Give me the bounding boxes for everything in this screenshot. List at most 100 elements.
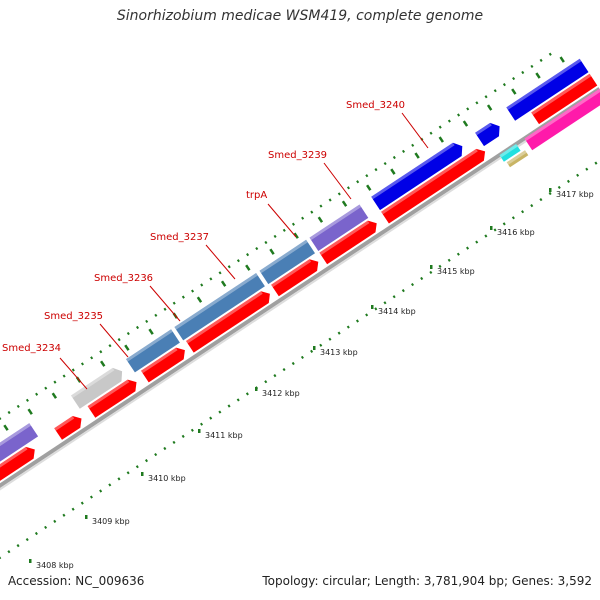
kbp-tick-mark (313, 346, 316, 350)
gene-steel-2[interactable] (174, 273, 265, 341)
gene-steel-3-bevel (259, 239, 308, 274)
cds-red-5[interactable] (186, 291, 270, 353)
cds-red-3-bevel (87, 379, 130, 409)
backbone (0, 87, 600, 522)
kbp-tick-label: 3417 kbp (556, 190, 594, 199)
cds-red-1[interactable] (0, 446, 35, 500)
cds-red-2-bevel (54, 416, 75, 431)
major-tick (366, 184, 372, 191)
cds-red-4[interactable] (141, 347, 185, 383)
cds-red-6[interactable] (271, 259, 319, 297)
major-tick (535, 72, 541, 79)
major-tick (196, 296, 203, 303)
kbp-tick-label: 3409 kbp (92, 517, 130, 526)
gene-label[interactable]: Smed_3236 (94, 273, 153, 284)
major-tick (148, 328, 154, 335)
kbp-tick-mark (430, 265, 433, 269)
gene-steel-1[interactable] (126, 329, 180, 373)
gene-blue-right-b-bevel (506, 58, 582, 110)
gene-label[interactable]: Smed_3234 (2, 343, 61, 354)
kbp-tick-mark (198, 429, 201, 433)
gene-label[interactable]: Smed_3237 (150, 232, 209, 243)
kbp-tick-label: 3415 kbp (437, 267, 475, 276)
cds-red-7-bevel (319, 220, 370, 256)
gene-label-leader (59, 357, 88, 390)
gene-steel-3[interactable] (259, 239, 316, 285)
cds-red-4-bevel (141, 347, 178, 374)
kbp-tick-label: 3413 kbp (320, 348, 358, 357)
kbp-tick-mark (29, 559, 32, 563)
gene-steel-2-bevel (174, 273, 258, 330)
kbp-tick-mark (85, 515, 88, 519)
gene-label-leader (267, 203, 297, 238)
gene-magenta-right-bevel (524, 88, 600, 141)
major-tick (293, 232, 299, 239)
gene-label[interactable]: Smed_3235 (44, 311, 103, 322)
major-tick (27, 408, 33, 415)
major-tick (3, 424, 9, 431)
gene-steel-1-bevel (126, 329, 173, 362)
cds-red-7[interactable] (319, 220, 377, 265)
gene-purple-2-bevel (309, 204, 362, 241)
gene-blue-right-a-bevel (475, 122, 492, 136)
kbp-tick-mark (255, 387, 258, 391)
accession-text: Accession: NC_009636 (8, 574, 145, 588)
major-tick (559, 56, 565, 63)
major-tick (220, 280, 227, 287)
gene-blue-1[interactable] (371, 142, 463, 211)
major-tick (245, 264, 251, 271)
major-tick (100, 360, 106, 367)
gene-olive-right[interactable] (506, 150, 529, 168)
kbp-tick-label: 3412 kbp (262, 389, 300, 398)
gene-label-leader (323, 162, 352, 200)
cds-red-3[interactable] (87, 379, 137, 418)
kbp-tick-mark (371, 305, 374, 309)
page-title: Sinorhizobium medicae WSM419, complete g… (116, 8, 484, 24)
kbp-tick-label: 3416 kbp (497, 228, 535, 237)
gene-label-leader (99, 323, 129, 358)
gene-label-leader (401, 112, 429, 149)
gene-magenta-right[interactable] (524, 88, 600, 151)
cds-red-5-bevel (186, 291, 263, 344)
gene-blue-right-b[interactable] (506, 58, 589, 121)
gene-label[interactable]: trpA (246, 190, 267, 201)
gene-purple-1[interactable] (0, 423, 39, 486)
cds-red-2[interactable] (54, 416, 82, 440)
major-tick (269, 248, 275, 255)
kbp-tick-mark (490, 226, 493, 230)
inner-tick-dots (0, 148, 600, 560)
gene-gray-1[interactable] (71, 367, 123, 409)
cds-red-1-bevel (0, 446, 28, 468)
gene-gray-1-bevel (71, 367, 115, 398)
outer-tick-dots (0, 52, 553, 463)
major-tick (51, 392, 58, 399)
gene-blue-1-bevel (371, 142, 455, 200)
major-tick (390, 168, 396, 175)
kbp-tick-label: 3411 kbp (205, 431, 243, 440)
gene-label-leader (205, 244, 236, 280)
gene-red-right[interactable] (531, 73, 598, 125)
major-tick (462, 120, 469, 127)
major-tick (438, 136, 444, 143)
major-tick (486, 104, 493, 111)
gene-red-right-bevel (531, 73, 592, 115)
genome-summary: Topology: circular; Length: 3,781,904 bp… (262, 574, 592, 588)
kbp-tick-label: 3414 kbp (378, 307, 416, 316)
cds-red-8-bevel (381, 148, 478, 215)
major-tick (511, 88, 517, 95)
gene-label[interactable]: Smed_3240 (346, 100, 405, 111)
gene-label[interactable]: Smed_3239 (268, 150, 327, 161)
gene-cyan-right-bevel (499, 144, 518, 158)
major-tick (341, 200, 348, 207)
gene-purple-1-bevel (0, 423, 31, 447)
cds-red-6-bevel (271, 259, 312, 288)
major-tick (414, 152, 420, 159)
gene-purple-2[interactable] (309, 204, 369, 252)
gene-blue-right-a[interactable] (475, 122, 500, 147)
cds-red-8[interactable] (381, 148, 486, 224)
major-tick (317, 216, 324, 223)
kbp-tick-label: 3410 kbp (148, 474, 186, 483)
gene-cyan-right[interactable] (499, 144, 521, 162)
major-tick (124, 344, 130, 351)
